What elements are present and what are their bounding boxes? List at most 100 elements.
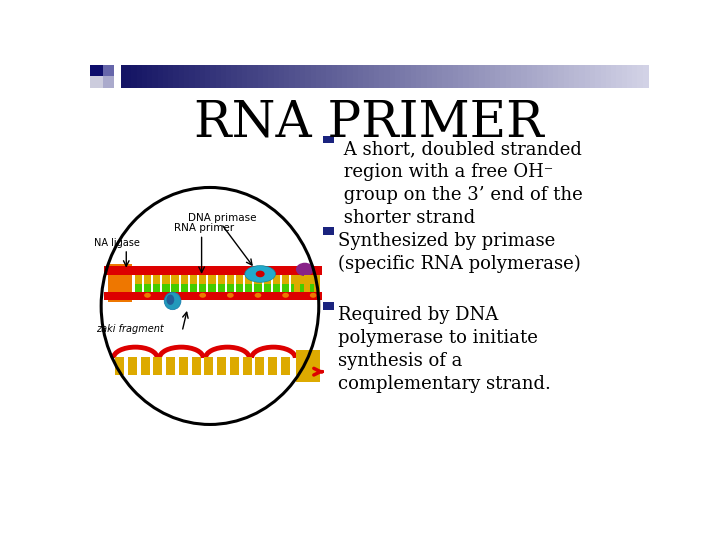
Bar — [254, 275, 261, 284]
Bar — [305, 65, 311, 87]
Bar — [637, 65, 643, 87]
Bar — [181, 284, 188, 292]
Bar — [245, 284, 253, 292]
Bar — [458, 65, 464, 87]
Bar — [421, 65, 427, 87]
Bar — [316, 65, 322, 87]
Bar — [332, 65, 338, 87]
Circle shape — [255, 293, 261, 298]
Bar — [323, 227, 334, 235]
Bar — [253, 65, 258, 87]
Bar — [304, 275, 310, 292]
Circle shape — [296, 263, 314, 276]
Bar — [205, 65, 211, 87]
Ellipse shape — [245, 266, 276, 282]
Bar — [242, 65, 248, 87]
Bar — [90, 76, 103, 87]
Bar — [310, 284, 317, 292]
Bar — [131, 65, 137, 87]
Bar — [282, 275, 289, 284]
Bar — [163, 65, 168, 87]
Bar — [469, 65, 474, 87]
Bar — [600, 65, 606, 87]
Bar — [190, 284, 197, 292]
Bar — [144, 275, 151, 284]
Bar — [184, 65, 190, 87]
Circle shape — [227, 293, 234, 298]
Bar — [300, 65, 306, 87]
Bar — [590, 65, 596, 87]
Bar — [326, 65, 332, 87]
Bar — [217, 275, 225, 284]
Bar — [217, 357, 226, 375]
Bar — [237, 65, 243, 87]
Circle shape — [310, 293, 317, 298]
Bar — [574, 65, 580, 87]
Bar — [390, 65, 395, 87]
Text: DNA primase: DNA primase — [188, 213, 256, 222]
Ellipse shape — [164, 292, 181, 310]
Bar — [384, 65, 390, 87]
Text: A short, doubled stranded
 region with a free OH⁻
 group on the 3’ end of the
 s: A short, doubled stranded region with a … — [338, 140, 583, 227]
Bar — [364, 65, 369, 87]
Bar — [208, 284, 215, 292]
Bar — [221, 65, 227, 87]
Bar — [516, 65, 522, 87]
Ellipse shape — [166, 294, 174, 305]
Bar — [199, 275, 207, 284]
Bar — [553, 65, 559, 87]
Bar — [410, 65, 417, 87]
Bar — [490, 65, 495, 87]
Bar — [258, 65, 264, 87]
Bar — [448, 65, 454, 87]
Bar — [437, 65, 443, 87]
Bar — [321, 65, 327, 87]
Bar — [104, 292, 322, 300]
Bar — [379, 65, 385, 87]
Text: Required by DNA
polymerase to initiate
synthesis of a
complementary strand.: Required by DNA polymerase to initiate s… — [338, 306, 552, 393]
Bar — [300, 275, 307, 284]
Bar — [231, 65, 238, 87]
Bar — [199, 284, 207, 292]
Text: zaki fragment: zaki fragment — [96, 324, 163, 334]
Bar — [210, 65, 216, 87]
Bar — [144, 284, 151, 292]
Bar — [247, 65, 253, 87]
Bar — [179, 357, 188, 375]
Bar — [606, 65, 612, 87]
Bar — [190, 275, 197, 284]
Bar — [227, 275, 234, 284]
Bar — [282, 284, 289, 292]
Bar — [532, 65, 538, 87]
Bar — [137, 65, 143, 87]
Bar — [611, 65, 617, 87]
Text: RNA primer: RNA primer — [174, 223, 234, 233]
Bar — [323, 136, 334, 144]
Bar — [194, 65, 200, 87]
Text: NA ligase: NA ligase — [94, 238, 140, 248]
Bar — [358, 65, 364, 87]
Bar — [227, 284, 234, 292]
Bar — [189, 65, 195, 87]
Bar — [162, 275, 169, 284]
Bar — [453, 65, 459, 87]
Bar — [595, 65, 601, 87]
Bar — [369, 65, 374, 87]
Bar — [215, 65, 222, 87]
Bar — [273, 284, 280, 292]
Bar — [405, 65, 411, 87]
Bar — [245, 275, 253, 284]
Bar — [153, 65, 158, 87]
Bar — [495, 65, 501, 87]
Bar — [621, 65, 627, 87]
Bar — [115, 357, 124, 375]
Bar — [192, 357, 201, 375]
Bar — [153, 275, 161, 284]
Bar — [585, 65, 590, 87]
Bar — [104, 266, 322, 275]
Circle shape — [282, 293, 289, 298]
Bar — [291, 284, 298, 292]
Circle shape — [172, 293, 179, 298]
Bar — [426, 65, 433, 87]
Bar — [632, 65, 638, 87]
